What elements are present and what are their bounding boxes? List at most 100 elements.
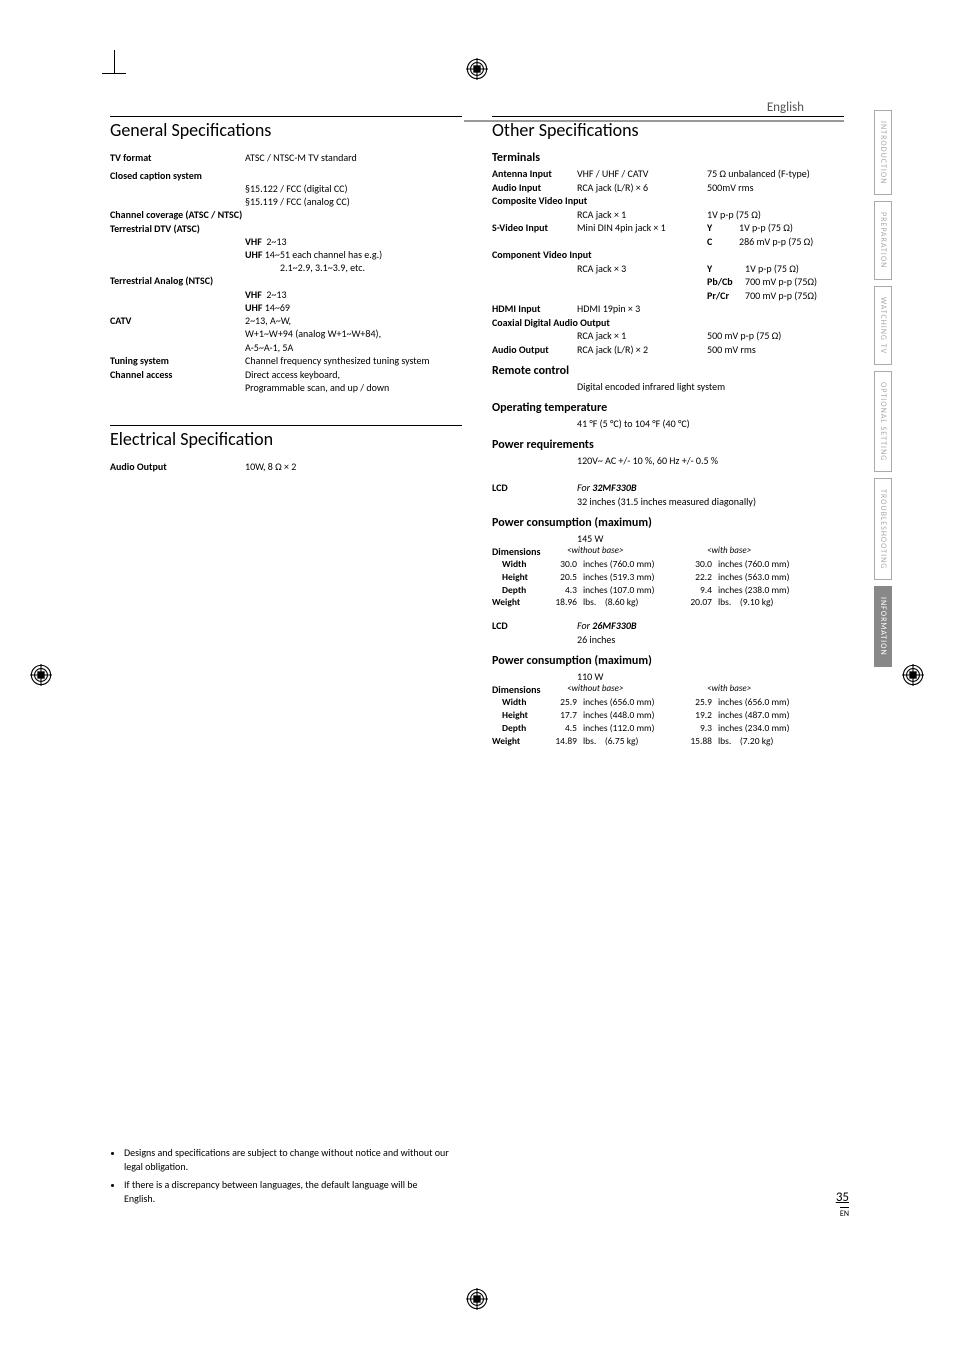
terminal-mid: RCA jack (L/R) × 2 <box>577 343 707 357</box>
dims-title: Dimensions <box>492 683 567 697</box>
spec-label: Channel access <box>110 368 245 395</box>
band-label: VHF <box>245 288 262 301</box>
weight-label: Weight <box>492 735 542 748</box>
spec-row: TV format ATSC / NTSC-M TV standard <box>110 151 462 165</box>
footer-notes: Designs and specifications are subject t… <box>110 1146 450 1210</box>
sig-value: 286 mV p-p (75 Ω) <box>739 235 813 248</box>
subheading-optemp: Operating temperature <box>492 401 844 415</box>
right-column: Other Specifications Terminals Antenna I… <box>492 110 844 748</box>
dimension-row: Width25.9inches (656.0 mm)25.9inches (65… <box>492 696 844 709</box>
weight-au: lbs. (8.60 kg) <box>577 596 677 609</box>
section-title-general: General Specifications <box>110 116 462 141</box>
terminal-right: 1V p-p (75 Ω) <box>707 208 761 222</box>
dimension-row: Depth4.3inches (107.0 mm)9.4inches (238.… <box>492 584 844 597</box>
spec-row: Audio Output 10W, 8 Ω × 2 <box>110 460 462 474</box>
spec-value: Channel frequency synthesized tuning sys… <box>245 354 462 368</box>
spec-value: 32 inches (31.5 inches measured diagonal… <box>492 495 844 508</box>
spec-label: TV format <box>110 151 245 165</box>
dims-without: <without base> <box>567 545 707 559</box>
spec-value: Digital encoded infrared light system <box>492 380 844 393</box>
sig-value: 1V p-p (75 Ω) <box>739 221 793 234</box>
side-tab[interactable]: INFORMATION <box>874 586 892 667</box>
terminal-row: Coaxial Digital Audio Output <box>492 316 844 330</box>
spec-value: UHF 14~51 each channel has e.g.) <box>110 248 462 261</box>
dimensions-header: Dimensions <without base> <with base> <box>492 683 844 697</box>
weight-row: Weight 14.89 lbs. (6.75 kg) 15.88 lbs. (… <box>492 735 844 748</box>
language-label: English <box>767 100 804 115</box>
dims-title: Dimensions <box>492 545 567 559</box>
lcd-model: For 32MF330B <box>577 481 637 495</box>
terminal-mid: RCA jack × 3 <box>577 262 707 303</box>
band-value: 14~69 <box>265 301 290 314</box>
spec-value: 41 °F (5 °C) to 104 °F (40 °C) <box>492 417 844 430</box>
side-tab[interactable]: OPTIONAL SETTING <box>874 371 892 472</box>
terminal-label: HDMI Input <box>492 302 577 316</box>
dims-with: <with base> <box>707 545 751 559</box>
spec-label: Audio Output <box>110 460 245 474</box>
side-tab[interactable]: WATCHING TV <box>874 286 892 365</box>
terminal-row: RCA jack × 1 1V p-p (75 Ω) <box>492 208 844 222</box>
terminal-right: Y1V p-p (75 Ω) Pb/Cb700 mV p-p (75Ω) Pr/… <box>707 262 817 303</box>
dimension-row: Height20.5inches (519.3 mm)22.2inches (5… <box>492 571 844 584</box>
weight-label: Weight <box>492 596 542 609</box>
lcd-block: LCD For 26MF330B <box>492 619 844 633</box>
terminal-mid: HDMI 19pin × 3 <box>577 302 640 316</box>
spec-value: VHF 2~13 <box>110 235 462 248</box>
lcd-label: LCD <box>492 619 577 633</box>
dimensions-header: Dimensions <without base> <with base> <box>492 545 844 559</box>
terminal-row: Audio Output RCA jack (L/R) × 2 500 mV r… <box>492 343 844 357</box>
spec-value: UHF 14~69 <box>110 301 462 314</box>
spec-row: CATV 2~13, A~W, W+1~W+94 (analog W+1~W+8… <box>110 314 462 355</box>
spec-line: A-5~A-1, 5A <box>245 341 462 355</box>
terminal-row: RCA jack × 1 500 mV p-p (75 Ω) <box>492 329 844 343</box>
terminal-row: Audio Input RCA jack (L/R) × 6 500mV rms <box>492 181 844 195</box>
spec-row: Channel access Direct access keyboard, P… <box>110 368 462 395</box>
terminal-mid: Mini DIN 4pin jack × 1 <box>577 221 707 248</box>
subheading-remote: Remote control <box>492 364 844 378</box>
spec-line: W+1~W+94 (analog W+1~W+84), <box>245 327 462 341</box>
dimension-row: Height17.7inches (448.0 mm)19.2inches (4… <box>492 709 844 722</box>
terminal-right: 75 Ω unbalanced (F-type) <box>707 167 810 181</box>
band-value: 2~13 <box>266 288 286 301</box>
band-value: 2~13 <box>266 235 286 248</box>
terminal-mid: RCA jack (L/R) × 6 <box>577 181 707 195</box>
dimension-row: Width30.0inches (760.0 mm)30.0inches (76… <box>492 558 844 571</box>
side-tab[interactable]: INTRODUCTION <box>874 110 892 195</box>
spec-label: Closed caption system <box>110 169 245 183</box>
sig-value: 700 mV p-p (75Ω) <box>745 289 817 302</box>
terminal-row: RCA jack × 3 Y1V p-p (75 Ω) Pb/Cb700 mV … <box>492 262 844 303</box>
sig-label: C <box>707 235 739 249</box>
spec-value: 110 W <box>492 670 844 683</box>
lcd-model: For 26MF330B <box>577 619 637 633</box>
terminal-label: Coaxial Digital Audio Output <box>492 316 610 330</box>
terminal-right: 500mV rms <box>707 181 754 195</box>
section-title-electrical: Electrical Specification <box>110 425 462 450</box>
spec-value: ATSC / NTSC-M TV standard <box>245 151 462 165</box>
spec-line: 2~13, A~W, <box>245 314 462 328</box>
spec-label: Channel coverage (ATSC / NTSC) <box>110 208 242 222</box>
left-column: General Specifications TV format ATSC / … <box>110 110 462 748</box>
spec-value: 2.1~2.9, 3.1~3.9, etc. <box>110 261 462 274</box>
crop-mark <box>95 50 115 74</box>
spec-label: CATV <box>110 314 245 355</box>
band-label: VHF <box>245 235 262 248</box>
dimension-row: Depth4.5inches (112.0 mm)9.3inches (234.… <box>492 722 844 735</box>
subheading-terminals: Terminals <box>492 151 844 165</box>
sig-label: Y <box>707 262 745 276</box>
weight-au: lbs. (6.75 kg) <box>577 735 677 748</box>
weight-b: 20.07 <box>677 596 712 609</box>
weight-a: 18.96 <box>542 596 577 609</box>
side-tab[interactable]: TROUBLESHOOTING <box>874 478 892 580</box>
spec-row: Closed caption system <box>110 169 462 183</box>
sig-label: Pr/Cr <box>707 289 745 303</box>
subheading-powerreq: Power requirements <box>492 438 844 452</box>
spec-value: Direct access keyboard, Programmable sca… <box>245 368 462 395</box>
spec-line: Programmable scan, and up / down <box>245 381 462 395</box>
model-name: 32MF330B <box>592 481 636 494</box>
registration-mark-icon <box>466 1288 488 1310</box>
terminal-row: S-Video Input Mini DIN 4pin jack × 1 Y1V… <box>492 221 844 248</box>
side-tab[interactable]: PREPARATION <box>874 201 892 279</box>
sig-label: Pb/Cb <box>707 275 745 289</box>
spec-value: 10W, 8 Ω × 2 <box>245 460 462 474</box>
terminal-right: Y1V p-p (75 Ω) C286 mV p-p (75 Ω) <box>707 221 813 248</box>
